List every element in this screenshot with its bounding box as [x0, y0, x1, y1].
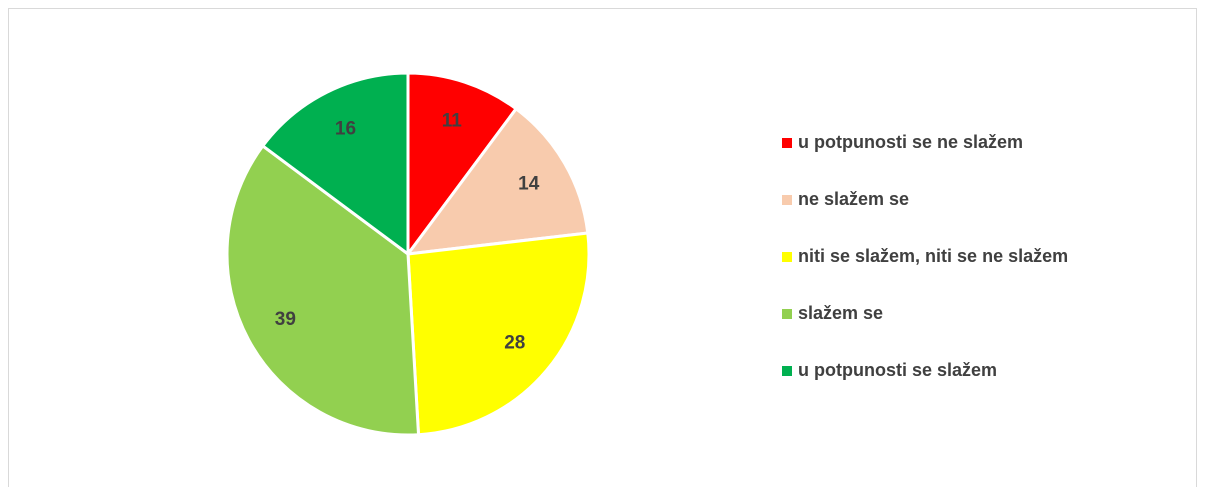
- pie-slice: [404, 106, 590, 256]
- pie-slice: [406, 71, 519, 259]
- legend-label: u potpunosti se ne slažem: [798, 132, 1023, 152]
- pie-slice: [260, 71, 410, 257]
- legend-swatch: [782, 366, 792, 376]
- legend-swatch: [782, 195, 792, 205]
- data-label: 14: [518, 173, 540, 194]
- legend-swatch: [782, 138, 792, 148]
- chart-frame: [8, 8, 1197, 487]
- legend-label: slažem se: [798, 303, 883, 323]
- data-label: 16: [335, 118, 356, 139]
- legend-swatch: [782, 309, 792, 319]
- legend-label: niti se slažem, niti se ne slažem: [798, 246, 1068, 266]
- pie-slice: [225, 143, 421, 437]
- data-label: 28: [504, 333, 525, 354]
- data-label: 11: [442, 111, 463, 132]
- pie-slice: [406, 231, 591, 437]
- data-label: 39: [275, 309, 296, 330]
- legend-label: ne slažem se: [798, 189, 909, 209]
- legend-label: u potpunosti se slažem: [798, 360, 997, 380]
- legend-swatch: [782, 252, 792, 262]
